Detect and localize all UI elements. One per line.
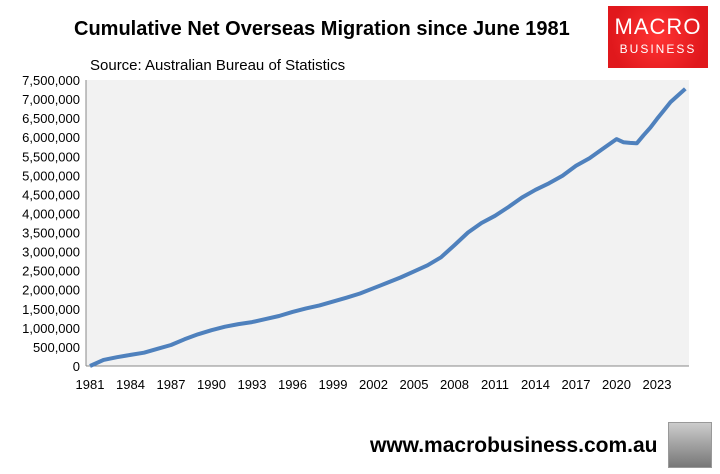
x-tick-label: 2002 bbox=[359, 377, 388, 392]
chart-source: Source: Australian Bureau of Statistics bbox=[90, 57, 346, 74]
x-tick-label: 1993 bbox=[238, 377, 267, 392]
y-tick-label: 2,500,000 bbox=[22, 264, 80, 279]
x-tick-label: 1996 bbox=[278, 377, 307, 392]
x-tick-label: 1987 bbox=[157, 377, 186, 392]
x-tick-label: 2023 bbox=[643, 377, 672, 392]
y-tick-label: 3,500,000 bbox=[22, 226, 80, 241]
y-tick-label: 4,500,000 bbox=[22, 187, 80, 202]
x-tick-label: 2017 bbox=[562, 377, 591, 392]
website-url: www.macrobusiness.com.au bbox=[370, 434, 658, 457]
y-tick-label: 2,000,000 bbox=[22, 283, 80, 298]
x-tick-label: 1990 bbox=[197, 377, 226, 392]
macrobusiness-logo: MACRO BUSINESS bbox=[608, 6, 708, 68]
y-tick-label: 6,500,000 bbox=[22, 111, 80, 126]
y-tick-label: 500,000 bbox=[33, 340, 80, 355]
logo-line2: BUSINESS bbox=[619, 42, 697, 56]
y-tick-label: 1,000,000 bbox=[22, 321, 80, 336]
y-tick-label: 6,000,000 bbox=[22, 130, 80, 145]
y-tick-label: 3,000,000 bbox=[22, 245, 80, 260]
x-tick-label: 1999 bbox=[319, 377, 348, 392]
y-tick-label: 7,000,000 bbox=[22, 92, 80, 107]
x-tick-label: 2011 bbox=[481, 377, 509, 392]
y-tick-label: 7,500,000 bbox=[22, 73, 80, 88]
chart-title: Cumulative Net Overseas Migration since … bbox=[74, 18, 570, 40]
wolf-logo-icon bbox=[668, 422, 712, 468]
x-tick-label: 1984 bbox=[116, 377, 145, 392]
x-tick-label: 2020 bbox=[602, 377, 631, 392]
x-tick-label: 2014 bbox=[521, 377, 550, 392]
plot-area bbox=[86, 80, 689, 366]
y-tick-label: 4,000,000 bbox=[22, 206, 80, 221]
logo-line1: MACRO bbox=[614, 14, 702, 39]
y-tick-label: 1,500,000 bbox=[22, 302, 80, 317]
x-tick-label: 2005 bbox=[400, 377, 429, 392]
x-tick-label: 2008 bbox=[440, 377, 469, 392]
y-tick-label: 5,000,000 bbox=[22, 168, 80, 183]
y-tick-label: 0 bbox=[73, 359, 80, 374]
x-tick-label: 1981 bbox=[76, 377, 105, 392]
y-tick-label: 5,500,000 bbox=[22, 149, 80, 164]
series-line-cumulative-nom bbox=[89, 87, 687, 368]
